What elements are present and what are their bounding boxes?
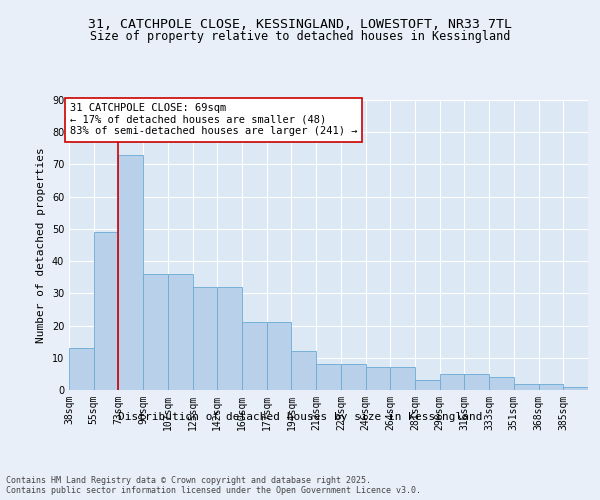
Text: Size of property relative to detached houses in Kessingland: Size of property relative to detached ho… [90, 30, 510, 43]
Bar [563, 387, 588, 390]
Bar [415, 380, 440, 390]
Bar [292, 352, 316, 390]
Bar [365, 368, 390, 390]
Bar [341, 364, 365, 390]
Bar [489, 377, 514, 390]
Bar [316, 364, 341, 390]
Bar [193, 287, 217, 390]
Bar [94, 232, 118, 390]
Bar [390, 368, 415, 390]
Bar [267, 322, 292, 390]
Bar [539, 384, 563, 390]
Text: Contains HM Land Registry data © Crown copyright and database right 2025.
Contai: Contains HM Land Registry data © Crown c… [6, 476, 421, 495]
Bar [168, 274, 193, 390]
Bar [143, 274, 168, 390]
Bar [514, 384, 539, 390]
Text: Distribution of detached houses by size in Kessingland: Distribution of detached houses by size … [118, 412, 482, 422]
Bar [242, 322, 267, 390]
Bar [440, 374, 464, 390]
Bar [464, 374, 489, 390]
Bar [118, 155, 143, 390]
Bar [217, 287, 242, 390]
Text: 31, CATCHPOLE CLOSE, KESSINGLAND, LOWESTOFT, NR33 7TL: 31, CATCHPOLE CLOSE, KESSINGLAND, LOWEST… [88, 18, 512, 30]
Bar [69, 348, 94, 390]
Y-axis label: Number of detached properties: Number of detached properties [36, 147, 46, 343]
Text: 31 CATCHPOLE CLOSE: 69sqm
← 17% of detached houses are smaller (48)
83% of semi-: 31 CATCHPOLE CLOSE: 69sqm ← 17% of detac… [70, 103, 357, 136]
